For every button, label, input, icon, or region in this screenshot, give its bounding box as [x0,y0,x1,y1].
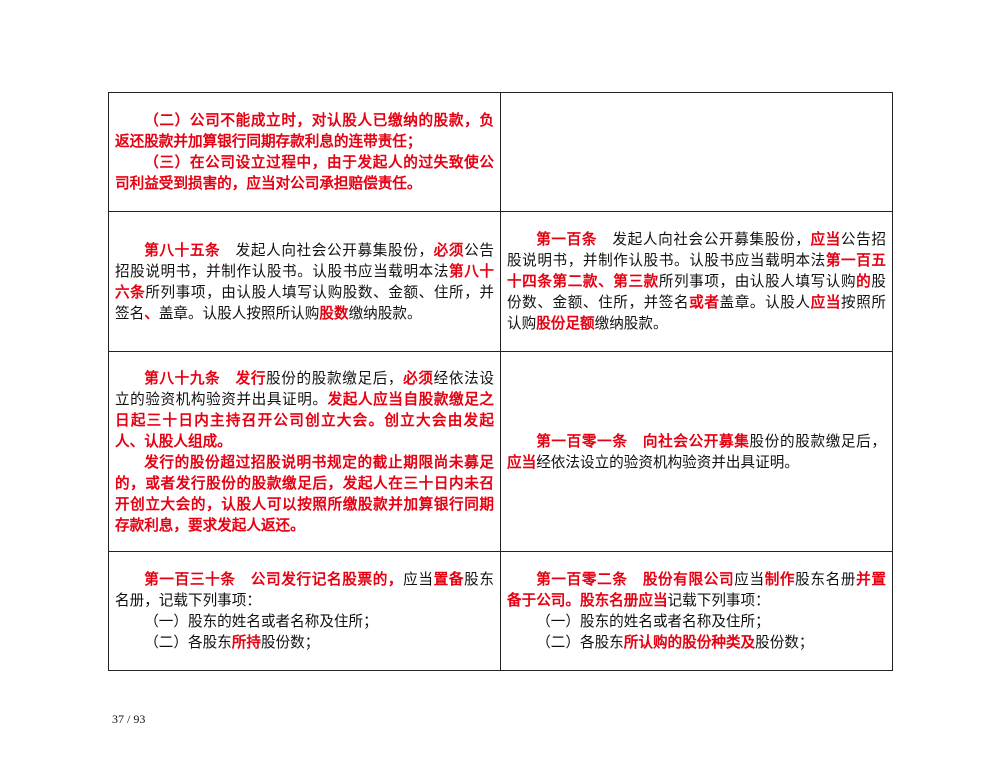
paragraph: （一）股东的姓名或者名称及住所； [507,611,886,632]
highlighted-text: 所认购的股份种类及 [623,634,756,651]
table-row: 第一百三十条 公司发行记名股票的，应当置备股东名册，记载下列事项： （一）股东的姓… [108,551,893,671]
text-run [236,571,251,588]
highlighted-text: 、 [144,304,159,322]
page-number: 37 / 93 [112,712,146,726]
text-run: （二）各股东 [536,634,624,651]
highlighted-text: 第一百三十条 [144,571,236,588]
left-cell: 第八十九条 发行股份的股款缴足后，必须经依法设立的验资机构验资并出具证明。发起人… [108,351,501,552]
text-run: 缴纳股款。 [348,304,422,322]
highlighted-text: 发起人应当自股款缴足之日起三十日内主持召开公司创立大会。创立大会由发起人、认股人… [115,390,494,450]
highlighted-text: 第八十九条 [144,369,221,387]
text-run: （一）股东的姓名或者名称及住所； [144,613,378,630]
left-cell: 第一百三十条 公司发行记名股票的，应当置备股东名册，记载下列事项： （一）股东的姓… [108,551,501,671]
paragraph: 第一百零二条 股份有限公司应当制作股东名册并置备于公司。股东名册应当记载下列事项… [507,569,886,611]
right-cell: 第一百条 发起人向社会公开募集股份，应当公告招股说明书，并制作认股书。认股书应当… [500,211,893,352]
highlighted-text: 应当 [507,453,537,471]
text-run: 缴纳股款。 [594,315,668,332]
highlighted-text: 第一百五十四条第二款、第三款 [507,252,886,290]
paragraph: （三）在公司设立过程中，由于发起人的过失致使公司利益受到损害的，应当对公司承担赔… [115,152,494,194]
highlighted-text: 必须 [433,241,465,259]
right-cell: 第一百零一条 向社会公开募集股份的股款缴足后， 应当经依法设立的验资机构验资并出具… [500,351,893,552]
text-run: 股份数； [755,634,814,651]
text-run: （一）股东的姓名或者名称及住所； [536,613,770,630]
text-run: 股份的股款缴足后， [266,369,404,387]
text-run: 所列事项，由认股人填写认购 [658,273,857,290]
highlighted-text: 置备 [433,571,465,588]
paragraph: （二）各股东所认购的股份种类及股份数； [507,632,886,653]
text-run [628,571,643,588]
paragraph: （二）各股东所持股份数； [115,632,494,653]
highlighted-text: 制作 [764,571,796,588]
highlighted-text: 第八十六条 [115,262,494,301]
table-row: （二）公司不能成立时，对认股人已缴纳的股款，负返还股款并加算银行同期存款利息的连… [108,92,893,212]
highlighted-text: 第一百条 [536,231,598,248]
text-run [628,433,643,450]
text-run: 股东名册 [795,571,857,588]
highlighted-text: 股份足额 [536,315,595,332]
highlighted-text: （二）公司不能成立时，对认股人已缴纳的股款，负返还股款并加算银行同期存款利息的连… [115,112,494,150]
text-run: 公告招股说明书，并制作认股书。认股书应当载明本法 [115,241,494,280]
highlighted-text: 公司发行记名股票的， [250,571,404,588]
text-run: 应当 [403,571,434,588]
text-run: 盖章。认股人 [719,294,811,311]
paragraph: 发行的股份超过招股说明书规定的截止期限尚未募足的，或者发行股份的股款缴足后，发起… [115,452,494,536]
highlighted-text: 发行 [235,369,267,387]
left-cell: （二）公司不能成立时，对认股人已缴纳的股款，负返还股款并加算银行同期存款利息的连… [108,92,501,212]
table-row: 第八十五条 发起人向社会公开募集股份，必须公告招股说明书，并制作认股书。认股书应… [108,211,893,352]
text-run: 公告招股说明书，并制作认股书。认股书应当载明本法 [507,231,886,269]
text-run [220,370,235,387]
paragraph: （一）股东的姓名或者名称及住所； [115,611,494,632]
paragraph: 第八十九条 发行股份的股款缴足后，必须经依法设立的验资机构验资并出具证明。发起人… [115,368,494,452]
highlighted-text: 向社会公开募集 [642,432,750,450]
highlighted-text: 应当 [810,231,841,248]
text-run: 股份的股款缴足后， [749,432,886,450]
text-run: （二）各股东 [144,634,232,651]
comparison-table: （二）公司不能成立时，对认股人已缴纳的股款，负返还股款并加算银行同期存款利息的连… [108,92,893,671]
text-run: 按照所认购 [507,294,886,332]
highlighted-text: 必须 [403,369,434,387]
highlighted-text: 第一百零一条 [536,432,628,450]
text-run: 所列事项，由认股人填写认购股数、金额、住所，并签名 [115,283,494,322]
paragraph: 第八十五条 发起人向社会公开募集股份，必须公告招股说明书，并制作认股书。认股书应… [115,240,494,324]
highlighted-text: 第八十五条 [144,241,221,259]
paragraph: （二）公司不能成立时，对认股人已缴纳的股款，负返还股款并加算银行同期存款利息的连… [115,110,494,152]
table-row: 第八十九条 发行股份的股款缴足后，必须经依法设立的验资机构验资并出具证明。发起人… [108,351,893,552]
highlighted-text: 第一百零二条 [536,571,628,588]
highlighted-text: 或者 [689,294,720,311]
highlighted-text: （三）在公司设立过程中，由于发起人的过失致使公司利益受到损害的，应当对公司承担赔… [115,154,494,192]
right-cell: 第一百零二条 股份有限公司应当制作股东名册并置备于公司。股东名册应当记载下列事项… [500,551,893,671]
text-run: 股份数； [260,634,320,651]
highlighted-text: 的 [856,273,872,290]
paragraph: 第一百零一条 向社会公开募集股份的股款缴足后， 应当经依法设立的验资机构验资并出具… [507,431,886,473]
paragraph: 第一百条 发起人向社会公开募集股份，应当公告招股说明书，并制作认股书。认股书应当… [507,229,886,334]
text-run: 发起人向社会公开募集股份， [597,231,811,248]
left-cell: 第八十五条 发起人向社会公开募集股份，必须公告招股说明书，并制作认股书。认股书应… [108,211,501,352]
highlighted-text: 并置备于公司。股东名册应当 [507,571,886,609]
text-run: 记载下列事项： [667,592,770,609]
text-run: 应当 [734,571,765,588]
highlighted-text: 所持 [231,634,261,651]
paragraph: 第一百三十条 公司发行记名股票的，应当置备股东名册，记载下列事项： [115,569,494,611]
highlighted-text: 应当 [810,294,842,311]
text-run: 经依法设立的验资机构验资并出具证明。 [115,369,494,408]
text-run: 股份数、金额、住所，并签名 [507,273,886,311]
text-run: 发起人向社会公开募集股份， [220,241,434,259]
highlighted-text: 股数 [319,304,349,322]
text-run: 经依法设立的验资机构验资并出具证明。 [536,453,799,471]
text-run: 股东名册，记载下列事项： [115,571,494,609]
text-run: 盖章。认股人按照所认购 [158,304,320,322]
right-cell [500,92,893,212]
highlighted-text: 发行的股份超过招股说明书规定的截止期限尚未募足的，或者发行股份的股款缴足后，发起… [115,453,494,534]
table-body: （二）公司不能成立时，对认股人已缴纳的股款，负返还股款并加算银行同期存款利息的连… [108,92,893,671]
highlighted-text: 股份有限公司 [642,571,735,588]
